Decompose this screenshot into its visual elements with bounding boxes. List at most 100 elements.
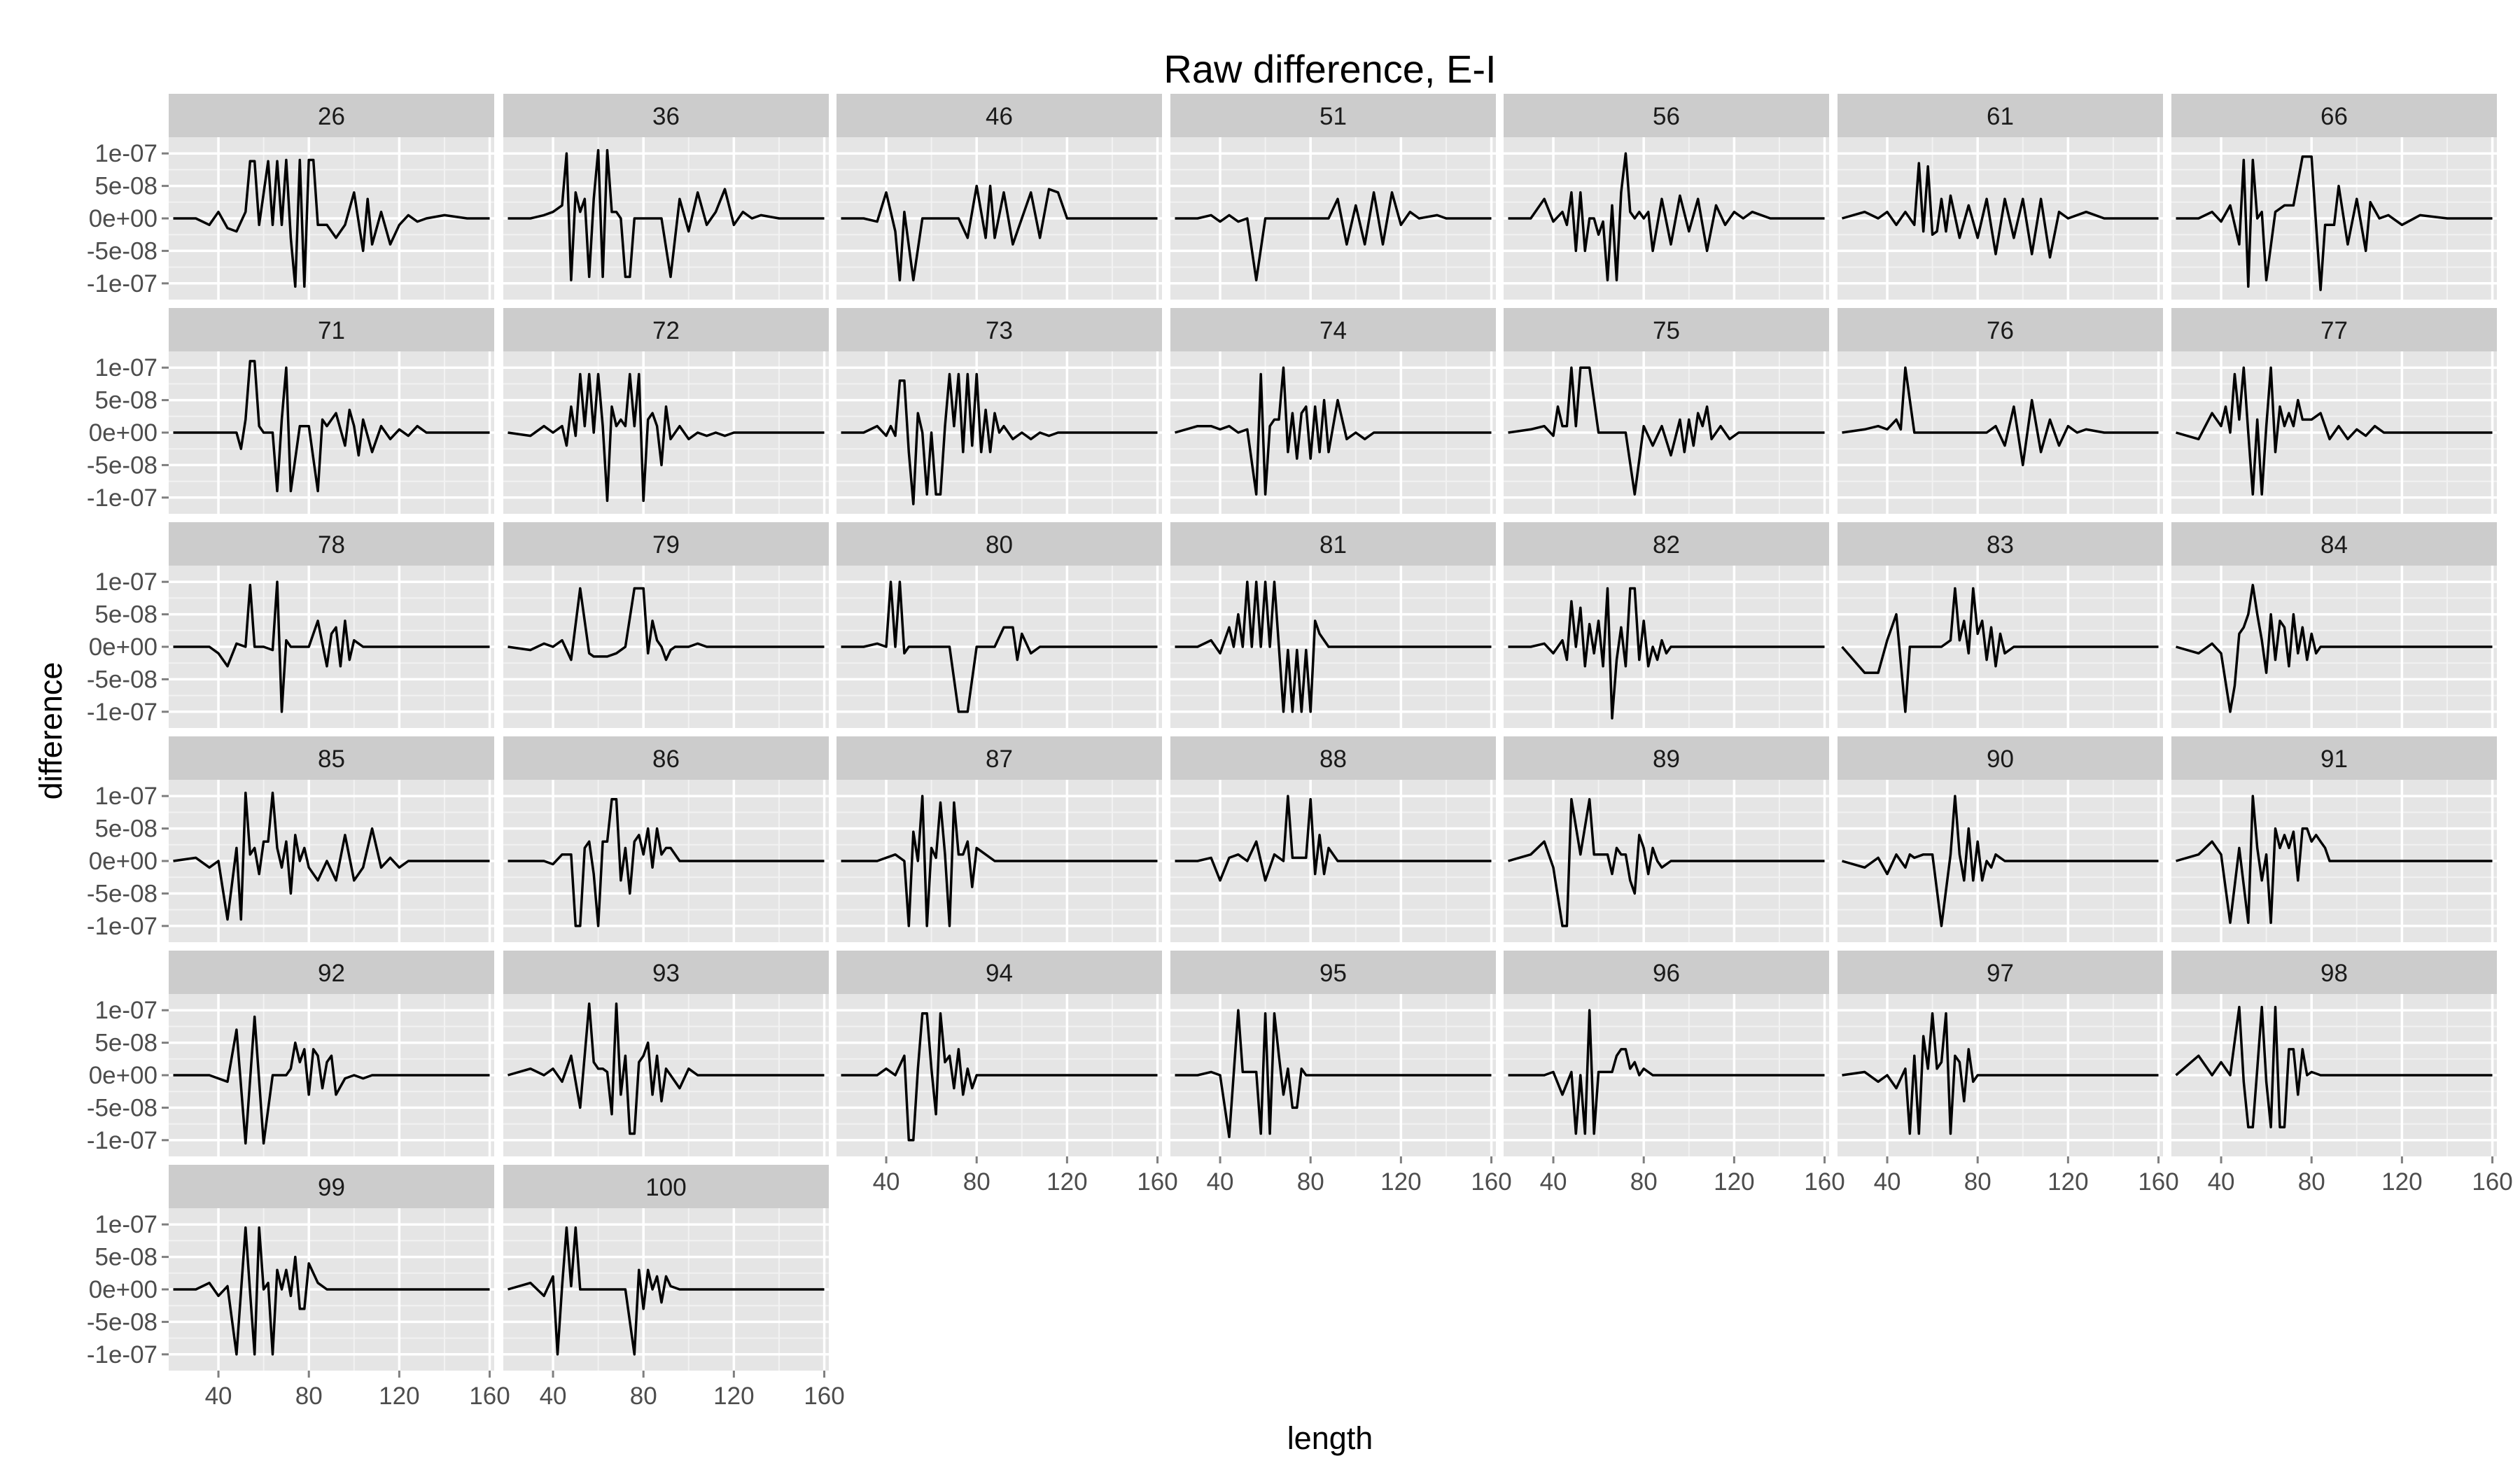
facet-panel: 77 bbox=[2171, 308, 2497, 514]
x-tick-label: 120 bbox=[1046, 1168, 1087, 1196]
y-tick-label: -5e-08 bbox=[87, 237, 158, 265]
facet-label: 56 bbox=[1653, 103, 1680, 130]
facet-label: 87 bbox=[986, 746, 1013, 773]
series-line bbox=[1175, 1009, 1492, 1138]
facet-label: 85 bbox=[318, 746, 345, 773]
facet-strip bbox=[503, 94, 829, 137]
facet-label: 46 bbox=[986, 103, 1013, 130]
facet-strip bbox=[1837, 522, 2163, 566]
facet-strip bbox=[503, 522, 829, 566]
facet-strip bbox=[836, 94, 1162, 137]
y-tick-label: -5e-08 bbox=[87, 880, 158, 907]
facet-strip bbox=[169, 736, 494, 780]
facet-label: 90 bbox=[1987, 746, 2014, 773]
x-tick-label: 120 bbox=[2047, 1168, 2088, 1196]
facet-label: 80 bbox=[986, 531, 1013, 559]
x-tick-label: 120 bbox=[2381, 1168, 2422, 1196]
y-tick-label: -5e-08 bbox=[87, 1308, 158, 1336]
facet-panel: 36 bbox=[503, 94, 829, 300]
facet-label: 78 bbox=[318, 531, 345, 559]
facet-panel: 74 bbox=[1170, 308, 1496, 514]
series-line bbox=[507, 798, 825, 927]
facet-strip bbox=[1504, 94, 1829, 137]
x-tick-label: 40 bbox=[1207, 1168, 1234, 1196]
facet-panel: 99 1e-07 5e-08 0e+00 -5e-08 -1e-07 40 80 120 160 bbox=[87, 1165, 510, 1410]
facet-strip bbox=[1837, 94, 2163, 137]
x-tick-label: 40 bbox=[2208, 1168, 2235, 1196]
facet-panel: 76 bbox=[1837, 308, 2163, 514]
x-tick-label: 120 bbox=[1380, 1168, 1421, 1196]
x-tick-label: 80 bbox=[2298, 1168, 2325, 1196]
x-tick-label: 160 bbox=[1804, 1168, 1844, 1196]
chart-title: Raw difference, E-I bbox=[1163, 47, 1496, 91]
facet-panel: 56 bbox=[1504, 94, 1829, 300]
facet-panel: 72 bbox=[503, 308, 829, 514]
facet-panel: 79 bbox=[503, 522, 829, 728]
y-tick-label: -5e-08 bbox=[87, 666, 158, 693]
facet-label: 73 bbox=[986, 317, 1013, 344]
series-line bbox=[507, 1002, 825, 1135]
facet-panel: 84 bbox=[2171, 522, 2497, 728]
series-line bbox=[1842, 794, 2159, 927]
series-line bbox=[173, 360, 490, 493]
facet-strip bbox=[1837, 951, 2163, 994]
facet-label: 36 bbox=[652, 103, 680, 130]
y-tick-label: 5e-08 bbox=[94, 1244, 158, 1271]
facet-label: 66 bbox=[2320, 103, 2348, 130]
facet-strip bbox=[169, 951, 494, 994]
x-tick-label: 80 bbox=[1630, 1168, 1658, 1196]
x-tick-label: 40 bbox=[873, 1168, 900, 1196]
facet-panel: 86 bbox=[503, 736, 829, 942]
series-line bbox=[1175, 366, 1492, 496]
facet-strip bbox=[1170, 736, 1496, 780]
facet-panel: 90 bbox=[1837, 736, 2163, 942]
x-axis-title: length bbox=[1287, 1420, 1373, 1456]
x-tick-label: 40 bbox=[1874, 1168, 1901, 1196]
facet-label: 26 bbox=[318, 103, 345, 130]
facet-panel: 51 bbox=[1170, 94, 1496, 300]
facet-strip bbox=[503, 308, 829, 351]
facet-strip bbox=[169, 1165, 494, 1208]
facet-panel: 93 bbox=[503, 951, 829, 1156]
y-tick-label: 1e-07 bbox=[94, 354, 158, 382]
y-axis-title: difference bbox=[33, 662, 69, 800]
series-line bbox=[841, 1012, 1158, 1142]
series-line bbox=[2176, 155, 2493, 291]
facet-strip bbox=[1170, 308, 1496, 351]
series-line bbox=[841, 184, 1158, 281]
x-tick-label: 160 bbox=[2138, 1168, 2178, 1196]
x-tick-label: 80 bbox=[963, 1168, 990, 1196]
facet-panel: 92 1e-07 5e-08 0e+00 -5e-08 -1e-07 bbox=[87, 951, 494, 1156]
facet-strip bbox=[836, 522, 1162, 566]
x-tick-label: 160 bbox=[804, 1382, 844, 1410]
series-line bbox=[841, 794, 1158, 927]
facet-label: 97 bbox=[1987, 960, 2014, 987]
x-tick-label: 160 bbox=[469, 1382, 510, 1410]
facet-label: 77 bbox=[2320, 317, 2348, 344]
facet-panel: 85 1e-07 5e-08 0e+00 -5e-08 -1e-07 bbox=[87, 736, 494, 942]
facet-strip bbox=[1837, 736, 2163, 780]
facet-label: 88 bbox=[1320, 746, 1347, 773]
y-tick-label: 0e+00 bbox=[89, 634, 158, 661]
series-line bbox=[1842, 162, 2159, 259]
facet-panel: 95 40 80 120 160 bbox=[1170, 951, 1512, 1196]
facet-label: 61 bbox=[1987, 103, 2014, 130]
x-tick-label: 80 bbox=[1297, 1168, 1324, 1196]
facet-panel: 83 bbox=[1837, 522, 2163, 728]
facet-panel: 82 bbox=[1504, 522, 1829, 728]
facet-label: 93 bbox=[652, 960, 680, 987]
facet-label: 96 bbox=[1653, 960, 1680, 987]
y-tick-label: 1e-07 bbox=[94, 1211, 158, 1238]
facet-label: 82 bbox=[1653, 531, 1680, 559]
series-line bbox=[2176, 794, 2493, 924]
series-line bbox=[1508, 366, 1825, 496]
x-tick-label: 40 bbox=[205, 1382, 232, 1410]
facet-strip bbox=[1504, 951, 1829, 994]
facet-panel: 71 1e-07 5e-08 0e+00 -5e-08 -1e-07 bbox=[87, 308, 494, 514]
series-line bbox=[1841, 587, 2159, 713]
facet-panel: 96 40 80 120 160 bbox=[1504, 951, 1845, 1196]
facet-panel: 80 bbox=[836, 522, 1162, 728]
facet-label: 94 bbox=[986, 960, 1013, 987]
